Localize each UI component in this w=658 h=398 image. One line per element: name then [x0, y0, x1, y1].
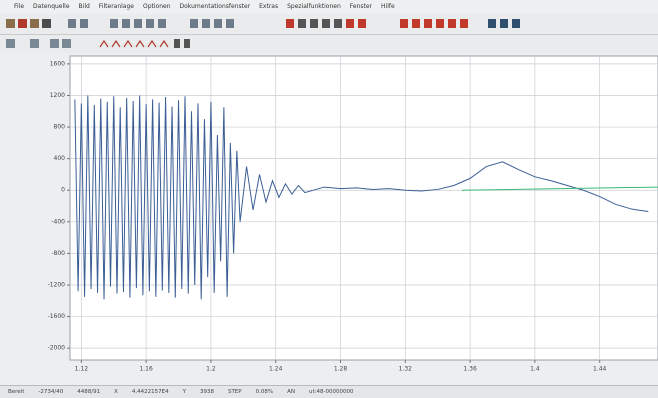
y-tick-label: 400 [54, 155, 66, 162]
toolbar [0, 14, 658, 35]
status-field: X [114, 386, 118, 398]
menu-item[interactable]: Hilfe [381, 0, 395, 14]
status-field: AN [287, 386, 295, 398]
icon[interactable] [436, 19, 444, 28]
x-tick-label: 1.44 [593, 366, 607, 373]
menu-item[interactable]: File [14, 0, 24, 14]
menu-item[interactable]: Dokumentationsfenster [180, 0, 251, 14]
x-tick-label: 1.2 [206, 366, 216, 373]
status-field: 4488/91 [77, 386, 100, 398]
icon[interactable] [50, 39, 59, 48]
toolbar-icons [0, 35, 658, 53]
icon[interactable] [358, 19, 366, 28]
toolbar [0, 35, 658, 54]
icon[interactable] [488, 19, 496, 28]
x-tick-label: 1.36 [463, 366, 477, 373]
icon[interactable] [424, 19, 432, 28]
menu-item[interactable]: Extras [259, 0, 278, 14]
icon[interactable] [146, 19, 154, 28]
plot-frame [70, 56, 658, 360]
app-window: File Datenquelle Bild Filteranlage Optionen D… [0, 0, 658, 398]
status-bar: Bereit -2734/40 4488/91 X 4.4422157E4 Y 3938 ST… [0, 385, 658, 398]
icon[interactable] [18, 19, 27, 28]
menu-item[interactable]: Optionen [143, 0, 171, 14]
y-tick-label: -1600 [48, 313, 66, 320]
y-tick-label: 1600 [50, 60, 65, 67]
icon[interactable] [122, 19, 130, 28]
x-tick-label: 1.4 [530, 366, 540, 373]
icon[interactable] [346, 19, 354, 28]
status-field: Bereit [8, 386, 24, 398]
x-tick-label: 1.24 [269, 366, 283, 373]
menu-item[interactable]: Bild [79, 0, 90, 14]
menu-item[interactable]: Datenquelle [33, 0, 69, 14]
icon[interactable] [30, 19, 39, 28]
icon[interactable] [412, 19, 420, 28]
icon[interactable] [174, 39, 180, 48]
y-tick-label: -800 [51, 250, 65, 257]
menu-item[interactable]: Filteranlage [99, 0, 134, 14]
icon[interactable] [6, 19, 15, 28]
icon[interactable] [334, 19, 342, 28]
icon[interactable] [6, 39, 15, 48]
icon[interactable] [158, 19, 166, 28]
status-field: 0.08% [256, 386, 273, 398]
x-tick-label: 1.12 [75, 366, 89, 373]
icon[interactable] [500, 19, 508, 28]
status-field: 3938 [200, 386, 214, 398]
x-tick-label: 1.32 [399, 366, 413, 373]
icon[interactable] [460, 19, 468, 28]
icon[interactable] [202, 19, 210, 28]
icon[interactable] [42, 19, 51, 28]
y-tick-label: 1200 [50, 92, 65, 99]
x-tick-label: 1.16 [139, 366, 153, 373]
icon[interactable] [400, 19, 408, 28]
icon[interactable] [226, 19, 234, 28]
icon[interactable] [190, 19, 198, 28]
icon[interactable] [184, 39, 190, 48]
menu-item[interactable]: Spezialfunktionen [287, 0, 341, 14]
menu-bar: File Datenquelle Bild Filteranlage Optionen D… [0, 0, 658, 14]
plot-area: 1600 1200 800 400 0 -400 -800 -1200 -1600 -2000 1.… [0, 53, 658, 385]
icon[interactable] [68, 19, 76, 28]
status-field: STEP [228, 386, 242, 398]
icon[interactable] [62, 39, 71, 48]
x-tick-label: 1.28 [334, 366, 348, 373]
icon[interactable] [134, 19, 142, 28]
y-tick-label: -400 [51, 218, 65, 225]
icon[interactable] [512, 19, 520, 28]
icon[interactable] [80, 19, 88, 28]
icon[interactable] [298, 19, 306, 28]
toolbar-icons [0, 14, 658, 34]
icon[interactable] [448, 19, 456, 28]
status-field: 4.4422157E4 [132, 386, 169, 398]
icon[interactable] [214, 19, 222, 28]
icon[interactable] [322, 19, 330, 28]
icon[interactable] [30, 39, 39, 48]
y-tick-label: -2000 [48, 345, 66, 352]
menu-item[interactable]: Fenster [350, 0, 372, 14]
icon[interactable] [310, 19, 318, 28]
icon[interactable] [110, 19, 118, 28]
status-field: Y [183, 386, 186, 398]
status-field: ut:48-00000000 [309, 386, 353, 398]
y-tick-label: 0 [61, 187, 65, 194]
status-field: -2734/40 [38, 386, 63, 398]
y-tick-label: 800 [54, 124, 66, 131]
icon-group[interactable] [100, 41, 168, 47]
y-tick-label: -1200 [48, 281, 66, 288]
icon[interactable] [286, 19, 294, 28]
